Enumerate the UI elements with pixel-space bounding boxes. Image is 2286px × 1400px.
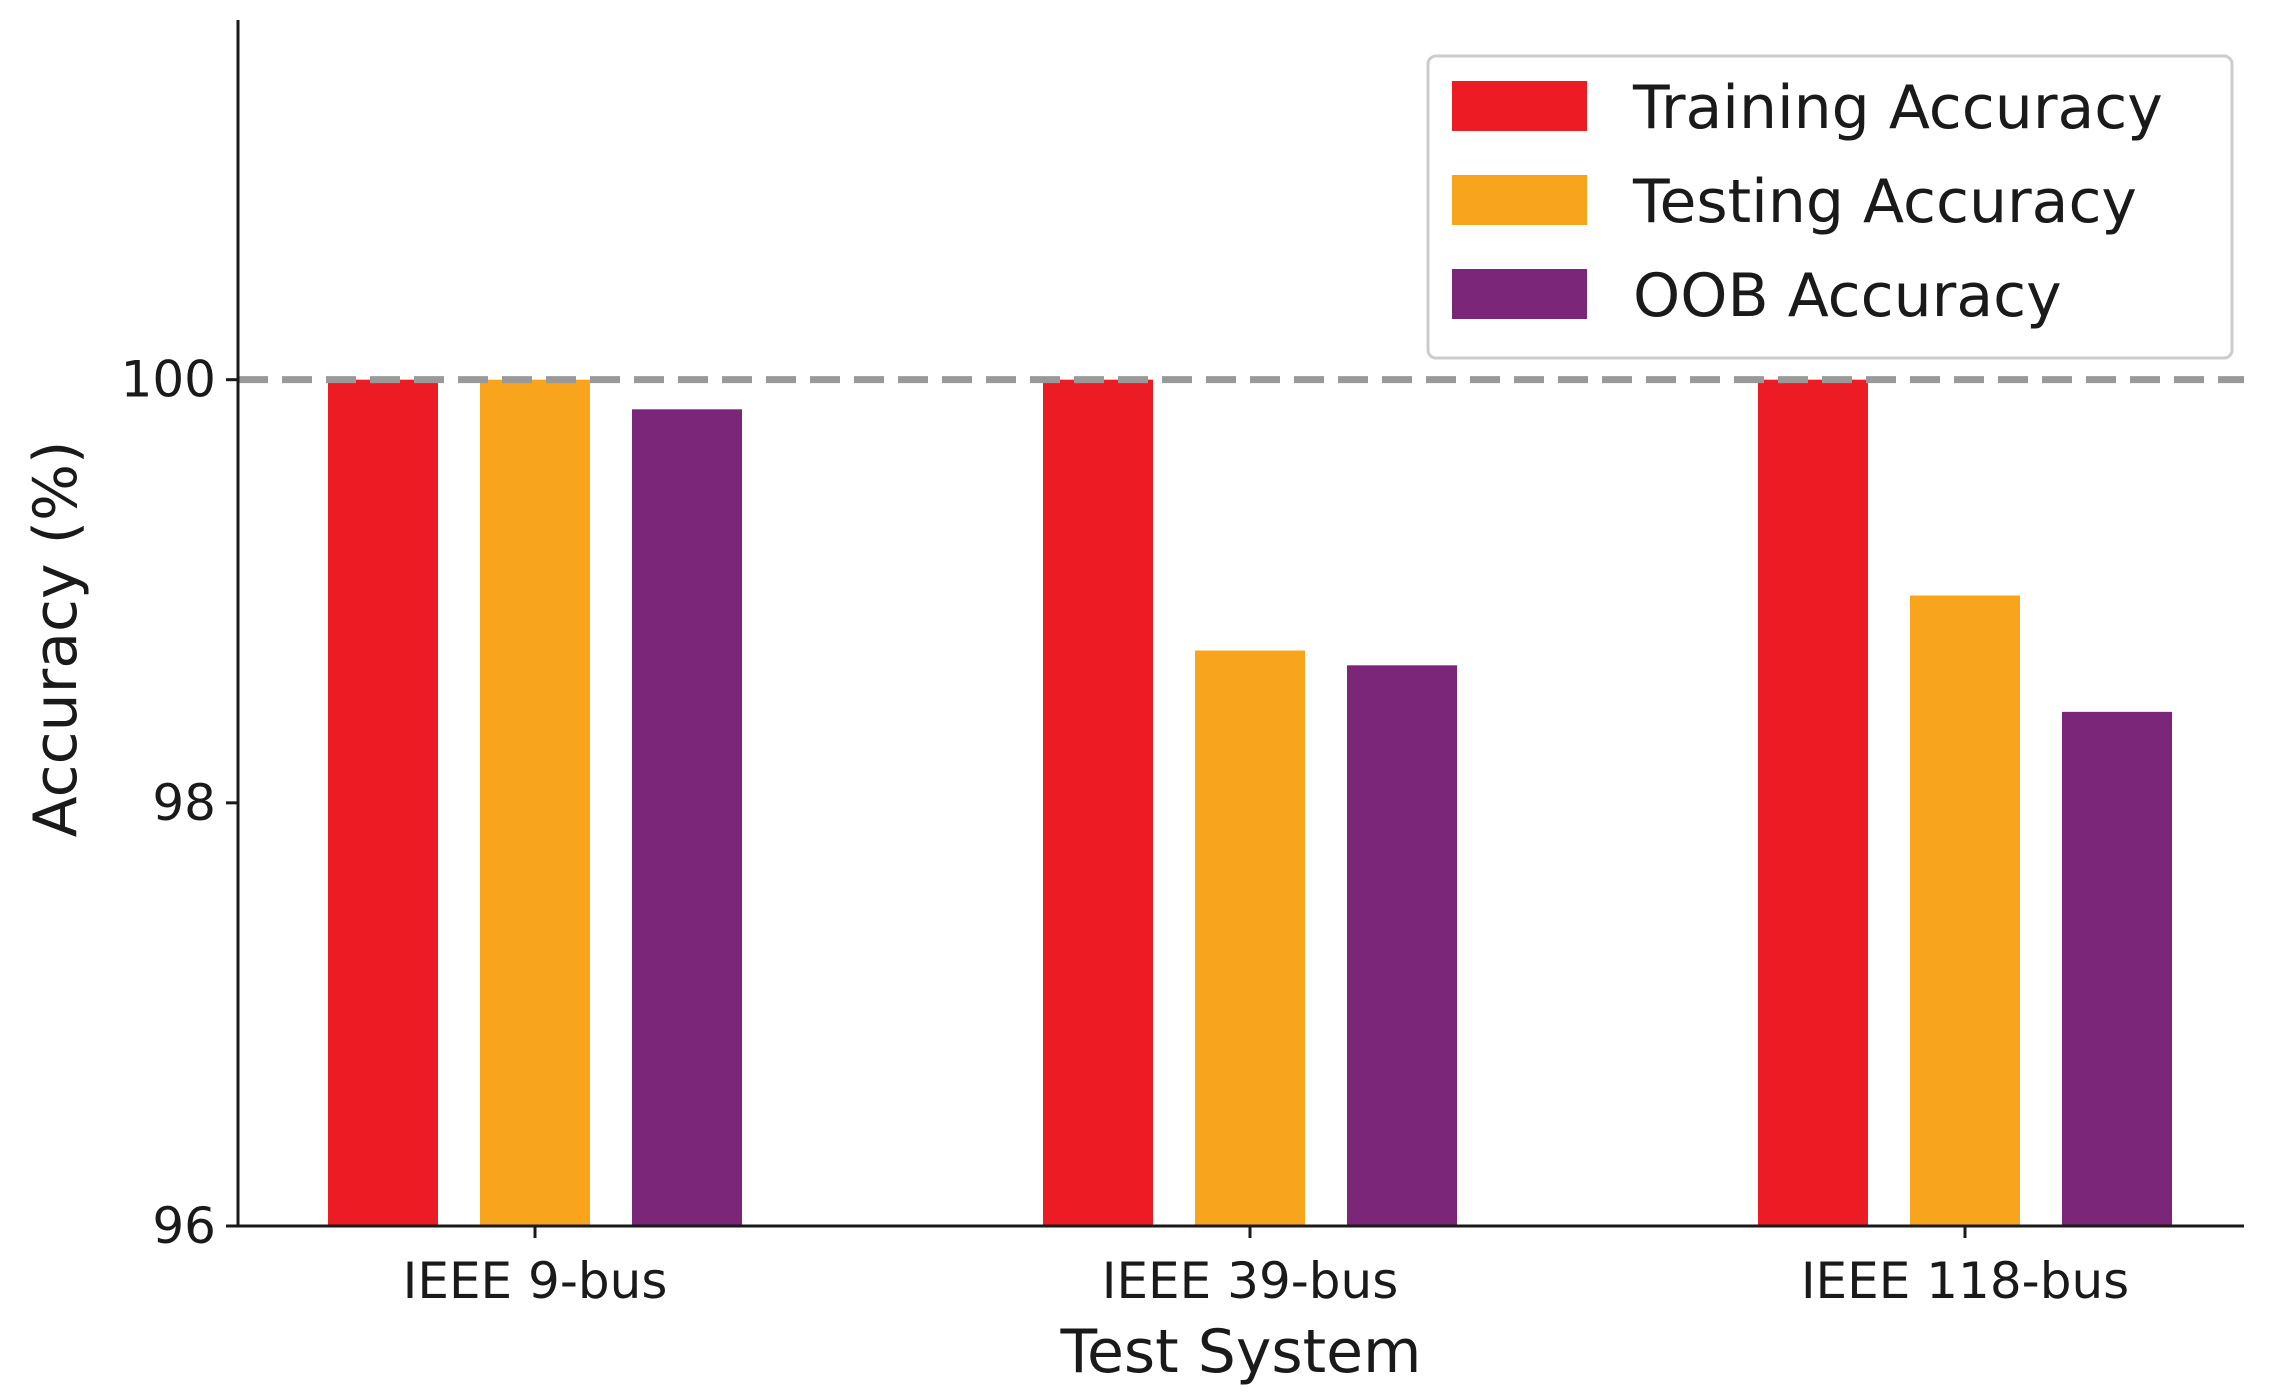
x-axis-title: Test System (1060, 1317, 1422, 1387)
legend: Training Accuracy Testing Accuracy OOB Acc… (1426, 54, 2234, 360)
x-tick-label: IEEE 9-bus (403, 1252, 668, 1310)
bar-testing-accuracy-ieee-118-bus (1910, 595, 2020, 1226)
legend-items: Training Accuracy Testing Accuracy OOB Acc… (1452, 73, 2163, 331)
axes (236, 20, 2244, 1228)
bar-training-accuracy-ieee-9-bus (328, 379, 438, 1226)
bar-training-accuracy-ieee-118-bus (1758, 379, 1868, 1226)
legend-swatch-oob-accuracy (1452, 269, 1587, 319)
y-axis-title: Accuracy (%) (21, 441, 91, 838)
y-tick-label: 100 (121, 351, 216, 409)
bar-training-accuracy-ieee-39-bus (1043, 379, 1153, 1226)
legend-swatch-training-accuracy (1452, 81, 1587, 131)
x-tick-label: IEEE 118-bus (1801, 1252, 2129, 1310)
legend-swatch-testing-accuracy (1452, 175, 1587, 225)
y-tick-label: 96 (152, 1197, 216, 1255)
legend-label-training-accuracy: Training Accuracy (1632, 73, 2163, 143)
x-tick-label: IEEE 39-bus (1102, 1252, 1399, 1310)
y-ticks: 96 98 100 (121, 351, 238, 1255)
legend-label-testing-accuracy: Testing Accuracy (1632, 167, 2137, 237)
bar-oob-accuracy-ieee-39-bus (1347, 665, 1457, 1226)
legend-box (1426, 54, 2234, 360)
bar-testing-accuracy-ieee-39-bus (1195, 650, 1305, 1226)
bar-oob-accuracy-ieee-9-bus (632, 409, 742, 1226)
x-ticks: IEEE 9-bus IEEE 39-bus IEEE 118-bus (403, 1226, 2129, 1310)
legend-label-oob-accuracy: OOB Accuracy (1633, 261, 2062, 331)
bars-layer (328, 379, 2172, 1226)
bar-testing-accuracy-ieee-9-bus (480, 379, 590, 1226)
bar-oob-accuracy-ieee-118-bus (2062, 711, 2172, 1226)
y-tick-label: 98 (152, 774, 216, 832)
